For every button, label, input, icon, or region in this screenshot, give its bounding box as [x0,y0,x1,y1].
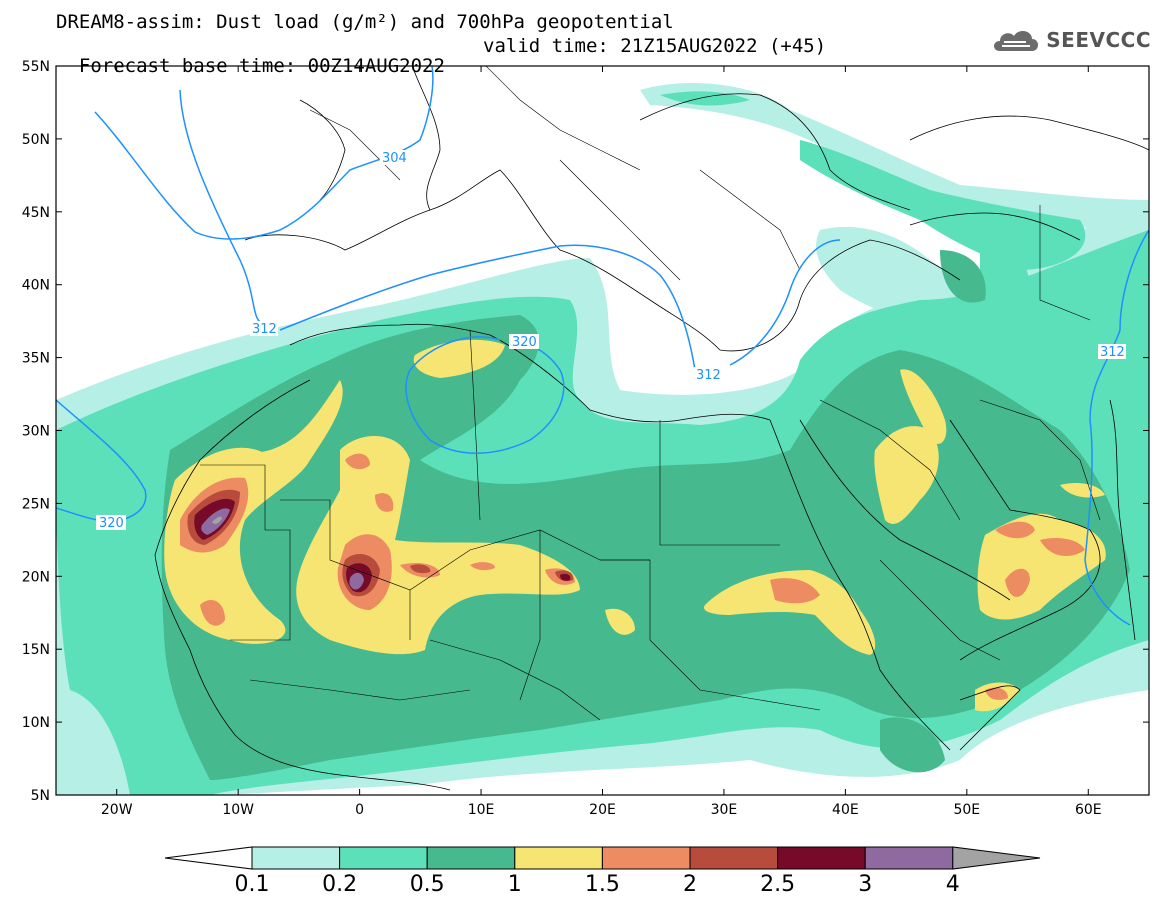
colorbar-tick-label: 4 [946,872,960,897]
dust-level-2 [161,250,1131,780]
colorbar-tick-label: 0.2 [322,872,357,897]
lon-tick-label: 0 [355,802,364,818]
logo-text: SEEVCCC [1046,28,1151,52]
colorbar-segment [339,846,428,870]
cloud-icon [994,30,1039,51]
colorbar: 0.1 0.2 0.5 1 1.5 2 2.5 3 4 [164,846,1041,897]
lat-tick-label: 30N [22,424,50,440]
lat-tick-label: 5N [31,788,50,804]
lat-tick-label: 40N [22,278,50,294]
contour-line [94,66,434,240]
contour-line [279,244,696,371]
seevccc-logo: SEEVCCC [990,24,1151,56]
contour-line [1084,229,1149,626]
lat-tick-label: 25N [22,496,50,512]
lat-tick-label: 35N [22,351,50,367]
contour-line [179,89,266,326]
lon-tick-label: 10W [222,802,254,818]
lon-tick-label: 40E [832,802,859,818]
contour-label-312: 312 [252,322,277,337]
colorbar-segment [777,846,866,870]
contour-label-320: 320 [512,335,537,350]
lat-tick-label: 55N [22,59,50,75]
colorbar-tick-label: 2 [683,872,697,897]
lat-tick-label: 20N [22,569,50,585]
colorbar-tick-label: 2.5 [760,872,795,897]
lon-tick-label: 60E [1075,802,1102,818]
colorbar-tick-label: 1 [508,872,522,897]
colorbar-segment [601,846,691,870]
contour-label-320: 320 [99,516,124,531]
contour-label-312: 312 [696,368,721,383]
colorbar-tick-label: 1.5 [585,872,620,897]
lon-tick-label: 50E [953,802,980,818]
colorbar-segment [514,846,603,870]
colorbar-tick-label: 3 [858,872,872,897]
contour-label-bg [509,334,539,349]
lon-tick-label: 30E [711,802,738,818]
country-borders [200,66,1101,721]
colorbar-tick-label: 0.5 [410,872,445,897]
contour-label-bg [96,515,126,530]
lat-tick-label: 50N [22,132,50,148]
lat-tick-label: 45N [22,205,50,221]
contour-label-bg [1098,344,1126,359]
map-axes: 55N 50N 45N 40N 35N 30N 25N 20N 15N 10N 5N 20W 10W 0 1… [22,59,1149,818]
contour-label-304: 304 [382,151,407,166]
geopotential-contours [56,66,1149,626]
contour-label-312: 312 [1100,345,1125,360]
colorbar-segment [689,846,779,870]
lon-tick-label: 10E [468,802,495,818]
lon-tick-label: 20W [101,802,133,818]
colorbar-tick-label: 0.1 [235,872,270,897]
colorbar-segment [864,846,954,870]
valid-time: valid time: 21Z15AUG2022 (+45) [483,35,827,57]
contour-line [405,336,565,454]
contour-label-bg [250,321,278,336]
lat-tick-label: 10N [22,715,50,731]
contour-labels: 304 312 312 312 320 320 [96,150,1126,531]
lat-tick-label: 15N [22,642,50,658]
colorbar-segment [426,846,516,870]
coastlines [154,66,1149,791]
map-title: DREAM8-assim: Dust load (g/m²) and 700hP… [56,11,674,33]
colorbar-segment [251,846,341,870]
dust-level-8 [212,516,222,524]
contour-line [729,239,841,366]
colorbar-under-arrow [164,846,253,870]
contour-label-bg [380,150,408,165]
contour-label-bg [694,367,722,382]
colorbar-over-arrow [952,846,1041,870]
lon-tick-label: 20E [589,802,616,818]
dust-fields [56,66,1149,795]
contour-line [56,399,147,523]
